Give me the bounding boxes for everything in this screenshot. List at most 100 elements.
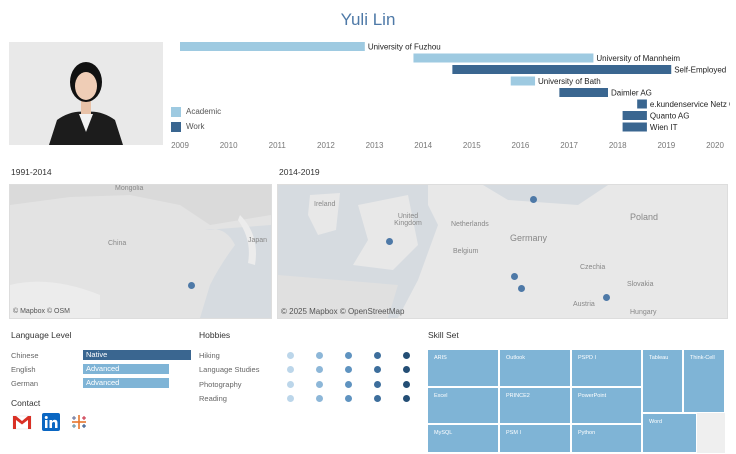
hobby-dot [345,351,352,359]
language-name: German [11,378,39,388]
timeline-chart: University of Fuzhou University of Mannhe… [170,40,736,152]
map2-label-7: Slovakia [627,281,654,288]
map-marker-stuttgart[interactable] [518,285,525,292]
map2-label-6: Czechia [580,264,606,271]
gantt-tick-label: 2011 [269,141,287,150]
hobby-dot [287,366,294,374]
map-marker-fuzhou[interactable] [188,282,195,289]
language-title: Language Level [11,330,72,340]
gantt-bar-label: Wien IT [650,123,678,132]
hobby-dot [403,380,410,388]
map1-title: 1991-2014 [11,167,52,177]
hobby-dots [287,351,410,359]
map-asia[interactable]: Mongolia China Japan © Mapbox © OSM [9,184,272,319]
gantt-bar-label: University of Mannheim [596,54,680,63]
skill-tile[interactable]: Outlook [499,349,571,387]
map-asia-svg [10,185,271,318]
gantt-bar[interactable] [559,88,608,97]
legend-label-academic: Academic [186,107,222,116]
gantt-bar-label: University of Bath [538,77,601,86]
gantt-tick-label: 2009 [171,141,189,150]
hobby-dot [316,366,323,374]
linkedin-icon[interactable] [42,413,60,431]
skills-title: Skill Set [428,330,459,340]
hobby-dot [316,351,323,359]
hobbies-list: Hiking Language Studies Photography [199,348,410,406]
hobby-dot [403,366,410,374]
legend-swatch-academic [171,106,181,117]
map2-label-1: United Kingdom [394,213,422,227]
legend-swatch-work [171,121,181,132]
map2-title: 2014-2019 [279,167,320,177]
hobby-dot [403,351,410,359]
hobby-dot [403,395,410,403]
map-marker-vienna[interactable] [603,294,610,301]
gantt-bar[interactable] [452,65,672,74]
hobby-name: Hiking [199,350,220,360]
hobby-name: Language Studies [199,365,260,375]
skill-tile[interactable]: ARIS [427,349,499,387]
gantt-tick-label: 2019 [657,141,675,150]
gantt-bar[interactable] [180,42,365,51]
map-marker-north-germany[interactable] [530,196,537,203]
gantt-bar[interactable] [510,76,536,86]
skill-tile[interactable]: Word [642,413,697,453]
language-name: Chinese [11,350,39,360]
hobby-dot [374,395,381,403]
gantt-tick-label: 2010 [220,141,238,150]
hobby-dot [374,380,381,388]
hobby-row: Photography [199,377,410,392]
skill-tile[interactable]: Think-Cell [683,349,725,413]
skill-tile[interactable]: MySQL [427,424,499,453]
hobby-dot [345,380,352,388]
gantt-tick-label: 2017 [560,141,578,150]
gantt-bar-label: University of Fuzhou [368,43,441,52]
gantt-tick-label: 2014 [414,141,432,150]
gantt-tick-label: 2018 [609,141,627,150]
skill-tile[interactable]: PRINCE2 [499,387,571,424]
gantt-bar[interactable] [637,99,647,109]
profile-photo [9,42,163,145]
skill-tile[interactable]: PSPD I [571,349,642,387]
hobby-dots [287,395,410,403]
language-level-bar: Advanced [83,364,169,374]
map2-label-8: Austria [573,301,595,308]
skill-tile[interactable]: Tableau [642,349,683,413]
gantt-tick-label: 2015 [463,141,481,150]
gantt-bar[interactable] [622,122,647,132]
map-europe[interactable]: Ireland United Kingdom Netherlands Belgi… [277,184,728,319]
hobby-dots [287,380,410,388]
hobby-name: Reading [199,394,227,404]
skill-tile[interactable]: PowerPoint [571,387,642,424]
gantt-bar[interactable] [413,53,594,63]
map2-label-4: Germany [510,233,548,243]
skill-tile[interactable]: Excel [427,387,499,424]
hobby-dot [345,366,352,374]
gantt-bar-label: Daimler AG [611,89,652,98]
gmail-icon[interactable] [12,413,32,431]
map1-label-0: Mongolia [115,185,144,192]
map2-label-9: Hungary [630,309,657,316]
map1-label-2: Japan [248,237,268,244]
gantt-svg: University of Fuzhou University of Mannhe… [171,42,736,150]
legend-item-work: Work [171,120,231,133]
map2-label-5: Poland [630,212,659,222]
hobby-dot [287,395,294,403]
hobby-dot [345,395,352,403]
hobbies-title: Hobbies [199,330,231,340]
map2-label-2: Netherlands [451,221,489,228]
language-row: German Advanced [11,376,191,390]
hobby-dot [287,380,294,388]
tableau-icon[interactable] [70,413,88,431]
map-marker-mannheim[interactable] [511,273,518,280]
hobby-dot [287,351,294,359]
skill-tile[interactable]: PSM I [499,424,571,453]
language-row: Chinese Native [11,348,191,362]
hobby-dot [374,351,381,359]
gantt-tick-label: 2020 [706,141,724,150]
hobby-dot [316,380,323,388]
gantt-bar[interactable] [622,111,647,120]
language-level-bar: Native [83,350,191,360]
skill-tile[interactable]: Python [571,424,642,453]
map-marker-bath[interactable] [386,238,393,245]
